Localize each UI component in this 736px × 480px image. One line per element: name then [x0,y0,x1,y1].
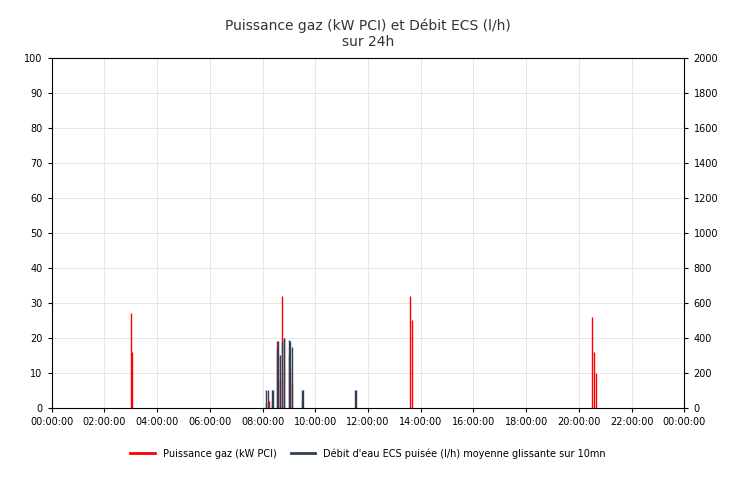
Title: Puissance gaz (kW PCI) et Débit ECS (l/h)
sur 24h: Puissance gaz (kW PCI) et Débit ECS (l/h… [225,19,511,49]
Legend: Puissance gaz (kW PCI), Débit d'eau ECS puisée (l/h) moyenne glissante sur 10mn: Puissance gaz (kW PCI), Débit d'eau ECS … [127,444,609,463]
